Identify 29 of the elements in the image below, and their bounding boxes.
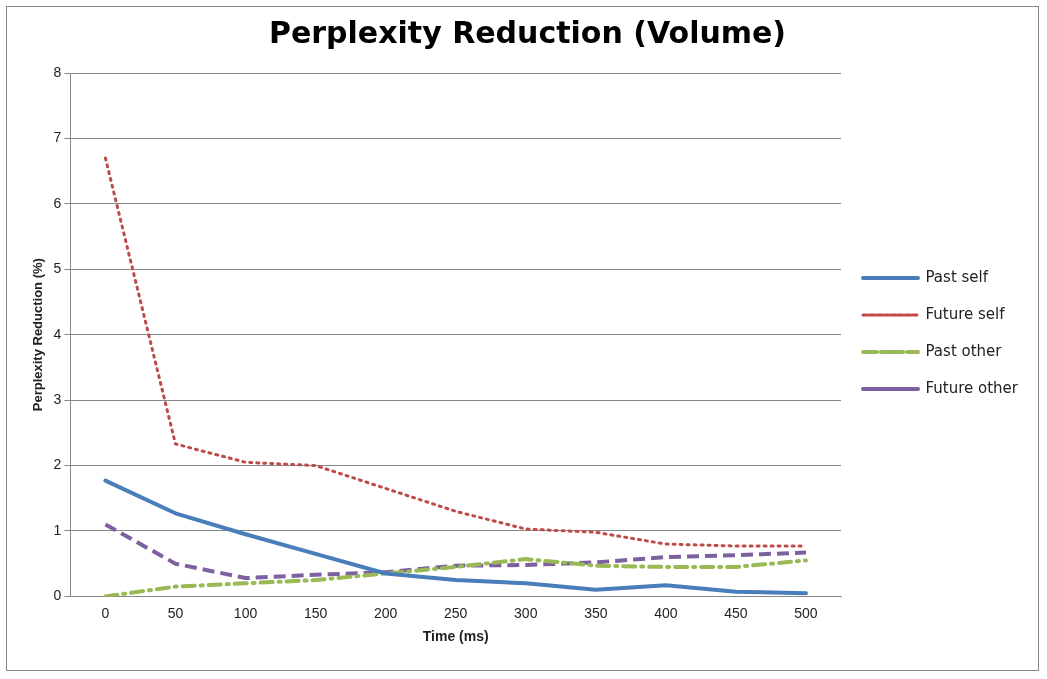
y-axis-title: Perplexity Reduction (%) bbox=[30, 258, 46, 412]
y-tick-label: 0 bbox=[53, 587, 62, 604]
y-tick-label: 4 bbox=[53, 325, 62, 342]
legend-label: Future self bbox=[925, 304, 1006, 323]
legend-label: Past self bbox=[925, 267, 989, 286]
chart-title: Perplexity Reduction (Volume) bbox=[268, 14, 787, 50]
y-tick-label: 8 bbox=[53, 63, 62, 80]
legend-label: Future other bbox=[925, 378, 1019, 397]
x-tick-label: 400 bbox=[654, 604, 678, 621]
x-tick-label: 300 bbox=[514, 604, 538, 621]
y-tick-label: 2 bbox=[53, 456, 62, 473]
x-tick-label: 100 bbox=[233, 604, 258, 621]
x-tick-label: 450 bbox=[724, 604, 748, 621]
legend-label: Past other bbox=[925, 341, 1003, 360]
x-tick-label: 350 bbox=[584, 604, 608, 621]
x-tick-label: 200 bbox=[373, 604, 398, 621]
y-tick-label: 3 bbox=[53, 390, 62, 407]
line-series bbox=[103, 557, 808, 597]
x-tick-label: 250 bbox=[444, 604, 468, 621]
x-tick-label: 0 bbox=[101, 604, 110, 621]
x-tick-label: 150 bbox=[303, 604, 328, 621]
y-tick-label: 5 bbox=[53, 260, 62, 277]
y-tick-label: 7 bbox=[53, 129, 62, 146]
x-tick-label: 50 bbox=[167, 604, 184, 621]
x-axis-title: Time (ms) bbox=[422, 628, 489, 645]
y-tick-label: 1 bbox=[53, 521, 62, 538]
line-series bbox=[103, 522, 808, 581]
y-tick-label: 6 bbox=[53, 194, 62, 211]
x-tick-label: 500 bbox=[794, 604, 818, 621]
